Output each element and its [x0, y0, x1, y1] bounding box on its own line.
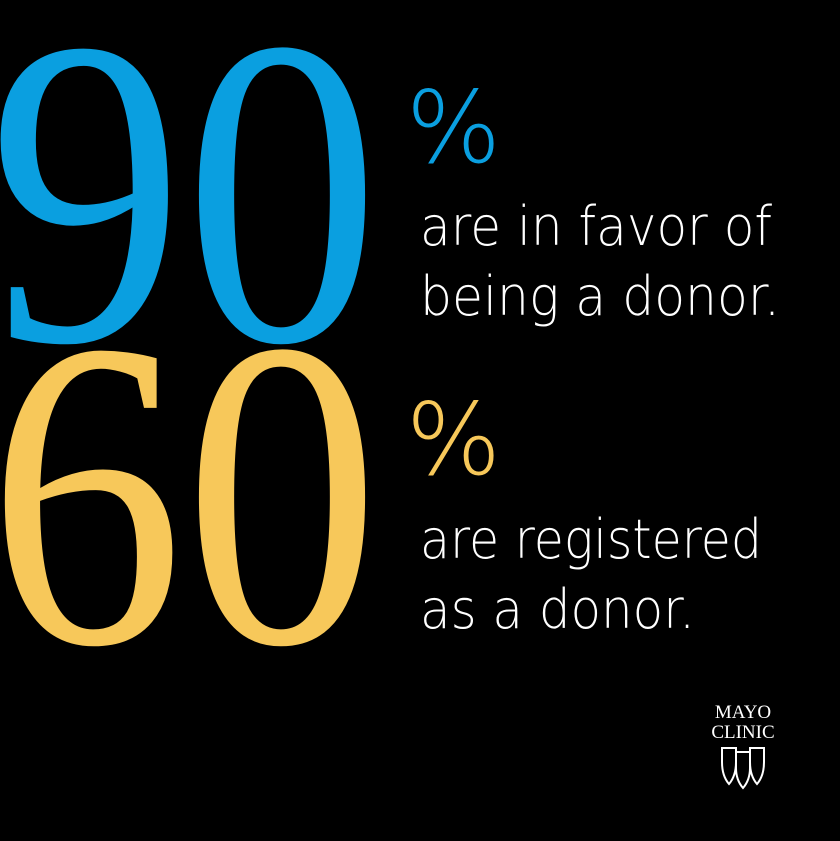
stat-text: are in favor of: [420, 195, 772, 258]
stat-text: being a donor.: [420, 265, 780, 328]
logo-text: CLINIC: [711, 722, 774, 743]
stat-text: as a donor.: [420, 578, 695, 641]
stat-text: are registered: [420, 508, 762, 571]
stat-unit: %: [406, 69, 501, 186]
stat-number: 60: [0, 251, 380, 738]
logo-shield: [721, 747, 765, 790]
logo-text: MAYO: [715, 702, 771, 723]
stat-number: 90: [0, 0, 380, 436]
logo: MAYO CLINIC: [711, 702, 775, 790]
stat-unit: %: [406, 381, 501, 498]
